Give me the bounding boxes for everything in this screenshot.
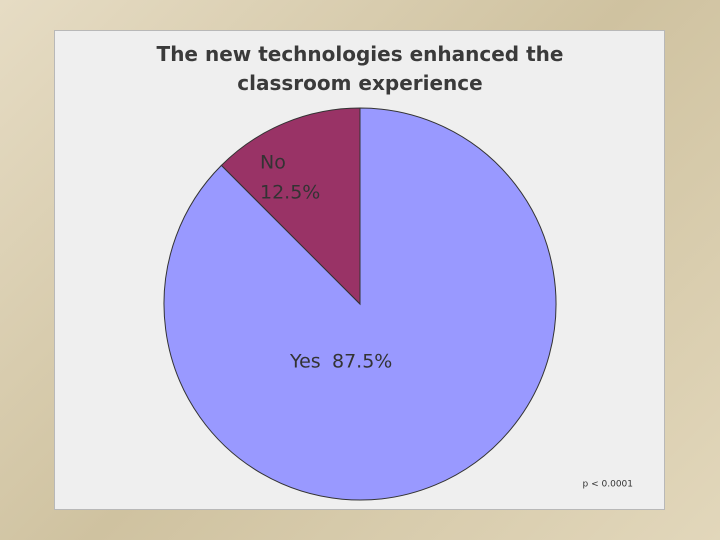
pie-slice [220,107,361,306]
chart-title: The new technologies enhanced the classr… [156,42,564,95]
slice-category-label: Yes [289,351,321,373]
annotation: p < 0.0001 [583,480,633,490]
slice-value-label: 87.5% [332,351,392,373]
slice-category-label: No [260,152,286,174]
slice-value-label: 12.5% [260,182,320,204]
